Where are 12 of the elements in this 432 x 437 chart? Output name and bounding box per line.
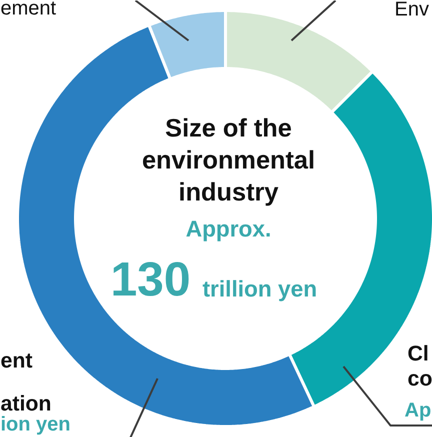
text: trillion yen (202, 276, 318, 302)
text: ion yen (0, 414, 71, 436)
text: 130 (110, 254, 191, 306)
text: Approx. (186, 216, 272, 242)
text: Size of the environmental industry (142, 114, 316, 206)
text: ent (0, 348, 32, 372)
text: Cl (408, 342, 429, 366)
text: ation (0, 392, 52, 416)
text: co (408, 366, 432, 390)
text: ement (0, 0, 57, 20)
text: Env (394, 0, 429, 20)
text: Ap (404, 400, 432, 422)
